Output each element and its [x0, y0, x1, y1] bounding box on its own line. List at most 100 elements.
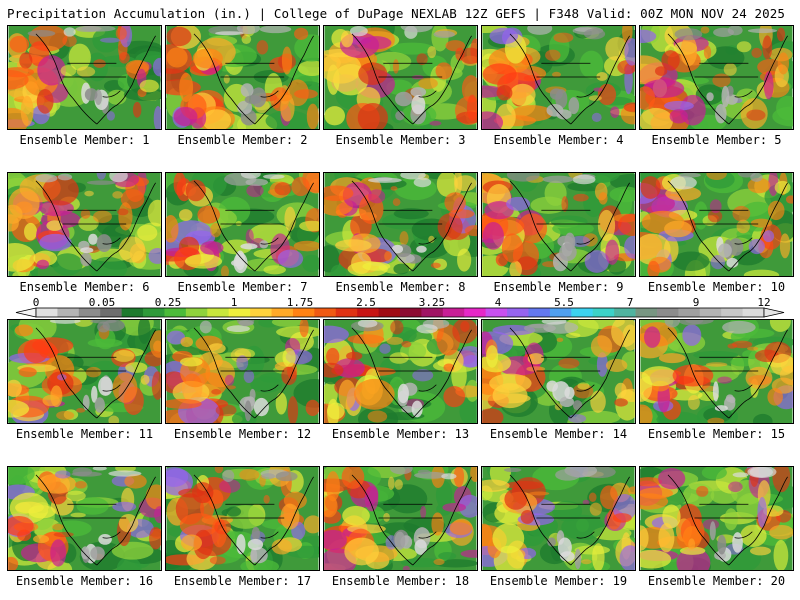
precip-shading [294, 34, 319, 62]
precip-shading [384, 250, 392, 262]
precip-map [639, 319, 794, 424]
precip-shading [526, 366, 546, 372]
precip-shading [623, 102, 635, 112]
precip-shading [85, 366, 102, 378]
precip-shading [414, 539, 427, 555]
precip-shading [712, 381, 719, 402]
precip-shading [776, 27, 786, 42]
precip-shading [395, 91, 413, 107]
precip-shading [581, 559, 592, 565]
precip-shading [592, 543, 605, 570]
precip-shading [709, 521, 716, 541]
precip-shading [386, 336, 404, 345]
ensemble-member-label: Ensemble Member: 20 [647, 574, 786, 588]
precip-shading [327, 402, 345, 420]
precip-shading [118, 202, 133, 231]
precip-shading [240, 243, 258, 250]
precip-shading [387, 484, 428, 514]
precip-shading [779, 233, 791, 259]
precip-shading [223, 74, 230, 84]
precip-shading [726, 257, 739, 268]
precip-shading [556, 109, 572, 120]
precip-shading [118, 51, 130, 64]
colorbar-segment [207, 308, 230, 317]
ensemble-member-label: Ensemble Member: 16 [15, 574, 154, 588]
map-borders [351, 33, 472, 125]
precip-shading [208, 343, 226, 354]
precip-shading [125, 362, 148, 373]
precip-shading [431, 512, 444, 536]
colorbar-tick-label: 1.75 [286, 296, 314, 309]
precip-shading [411, 400, 423, 418]
precip-shading [259, 26, 292, 34]
map-borders [35, 327, 156, 419]
precip-shading [410, 87, 427, 97]
precip-shading [596, 72, 608, 81]
colorbar-tick-label: 5.5 [554, 296, 574, 309]
precip-shading [236, 355, 249, 371]
precip-shading [240, 83, 254, 98]
precip-shading [772, 467, 791, 493]
precip-shading [640, 549, 672, 569]
colorbar-tick-label: 7 [626, 296, 634, 309]
map-borders [193, 327, 314, 419]
precip-shading [9, 492, 49, 524]
precip-shading [433, 558, 445, 566]
precip-shading [238, 320, 254, 326]
map-borders [667, 474, 788, 566]
precip-shading [453, 467, 465, 488]
precip-map [481, 172, 636, 277]
precip-shading [324, 106, 346, 126]
precip-shading [137, 320, 151, 345]
precip-shading [727, 343, 738, 349]
precip-shading [72, 467, 93, 477]
precip-map [7, 25, 162, 130]
precip-shading [116, 557, 142, 570]
precip-shading [303, 515, 319, 534]
precip-shading [732, 205, 751, 222]
precip-map [165, 172, 320, 277]
precip-shading [611, 320, 635, 348]
colorbar-segment [357, 308, 379, 317]
precip-shading [338, 379, 356, 410]
precip-shading [60, 65, 77, 77]
precip-map [639, 172, 794, 277]
precip-shading [112, 501, 137, 512]
precip-shading [179, 513, 219, 538]
precip-shading [641, 366, 677, 387]
precip-shading [244, 400, 252, 422]
precip-shading [215, 31, 244, 36]
precip-shading [589, 502, 602, 516]
precip-shading [767, 200, 785, 221]
precip-shading [717, 376, 732, 384]
precip-map [7, 172, 162, 277]
precip-shading [389, 352, 409, 364]
precip-shading [672, 364, 714, 387]
precip-shading [678, 173, 701, 178]
precip-shading [520, 509, 535, 524]
precip-map [323, 466, 478, 571]
ensemble-member-label: Ensemble Member: 15 [647, 427, 786, 441]
precip-shading [558, 358, 580, 369]
precip-shading [236, 26, 260, 35]
precip-shading [211, 389, 222, 395]
precip-shading [462, 355, 477, 368]
precip-shading [669, 109, 688, 124]
precip-shading [713, 27, 735, 37]
precip-shading [287, 396, 299, 423]
precip-map [481, 25, 636, 130]
precip-shading [482, 408, 504, 423]
precip-shading [436, 173, 458, 197]
precip-shading [573, 193, 589, 202]
precip-shading [391, 244, 404, 254]
precip-shading [115, 27, 127, 40]
precip-shading [251, 526, 260, 541]
precip-shading [244, 95, 262, 105]
precip-shading [97, 321, 110, 333]
precip-shading [36, 88, 54, 114]
precip-shading [184, 254, 223, 269]
colorbar-tick-label: 0.25 [154, 296, 182, 309]
precip-shading [572, 400, 583, 411]
precip-shading [80, 247, 94, 254]
precip-map [481, 466, 636, 571]
